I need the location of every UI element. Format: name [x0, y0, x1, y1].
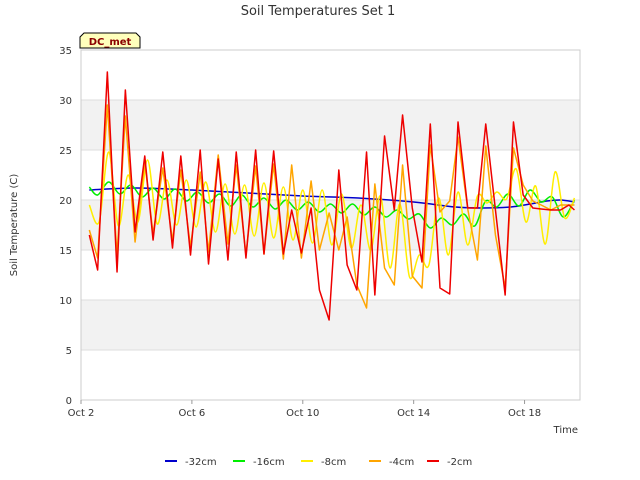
y-tick-label: 15: [59, 246, 72, 257]
legend-label--4cm: -4cm: [389, 457, 414, 468]
x-tick-label: Oct 14: [397, 408, 430, 419]
x-axis-title: Time: [553, 425, 578, 436]
y-tick-label: 5: [66, 346, 72, 357]
legend: -32cm -16cm -8cm -4cm -2cm: [165, 457, 472, 468]
badge-shape: [79, 32, 141, 49]
y-tick-label: 0: [66, 396, 72, 407]
plot-background-bands: [81, 50, 580, 400]
legend-label--32cm: -32cm: [185, 457, 217, 468]
y-tick-label: 10: [59, 296, 72, 307]
series-line--2cm: [88, 71, 575, 321]
chart-title: Soil Temperatures Set 1: [241, 4, 396, 19]
x-tick-label: Oct 6: [178, 408, 205, 419]
x-tick-label: Oct 18: [508, 408, 541, 419]
axes: [80, 49, 581, 401]
y-tick-label: 30: [59, 96, 72, 107]
y-tick-label: 35: [59, 46, 72, 57]
x-tick-label: Oct 2: [68, 408, 95, 419]
legend-label--2cm: -2cm: [447, 457, 472, 468]
y-tick-label: 20: [59, 196, 72, 207]
legend-label--8cm: -8cm: [321, 457, 346, 468]
y-tick-label: 25: [59, 146, 72, 157]
y-axis-title: Soil Temperature (C): [9, 174, 20, 277]
x-tick-label: Oct 10: [286, 408, 319, 419]
band-25: [81, 100, 580, 150]
legend-label--16cm: -16cm: [253, 457, 285, 468]
dc-met-badge: DC_met: [79, 32, 141, 49]
tick-labels: 0 5 10 15 20 25 30 35 Oct 2 Oct 6 Oct 10 Oct 14 Oct …: [59, 46, 541, 419]
series-lines: [88, 71, 576, 321]
badge-label: DC_met: [89, 37, 132, 48]
plot-border: [80, 49, 581, 401]
